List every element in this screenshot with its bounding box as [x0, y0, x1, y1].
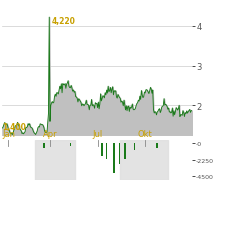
Text: 4,220: 4,220 [52, 17, 75, 26]
Bar [134, 144, 135, 150]
Bar [120, 140, 168, 180]
Bar [156, 144, 158, 148]
Bar [70, 144, 71, 146]
Bar [101, 144, 103, 157]
Bar [106, 144, 107, 160]
Bar [43, 144, 45, 149]
Bar [124, 144, 126, 159]
Text: 1,400: 1,400 [2, 122, 26, 131]
Bar [119, 144, 120, 164]
Bar [35, 140, 75, 180]
Bar [114, 144, 115, 173]
